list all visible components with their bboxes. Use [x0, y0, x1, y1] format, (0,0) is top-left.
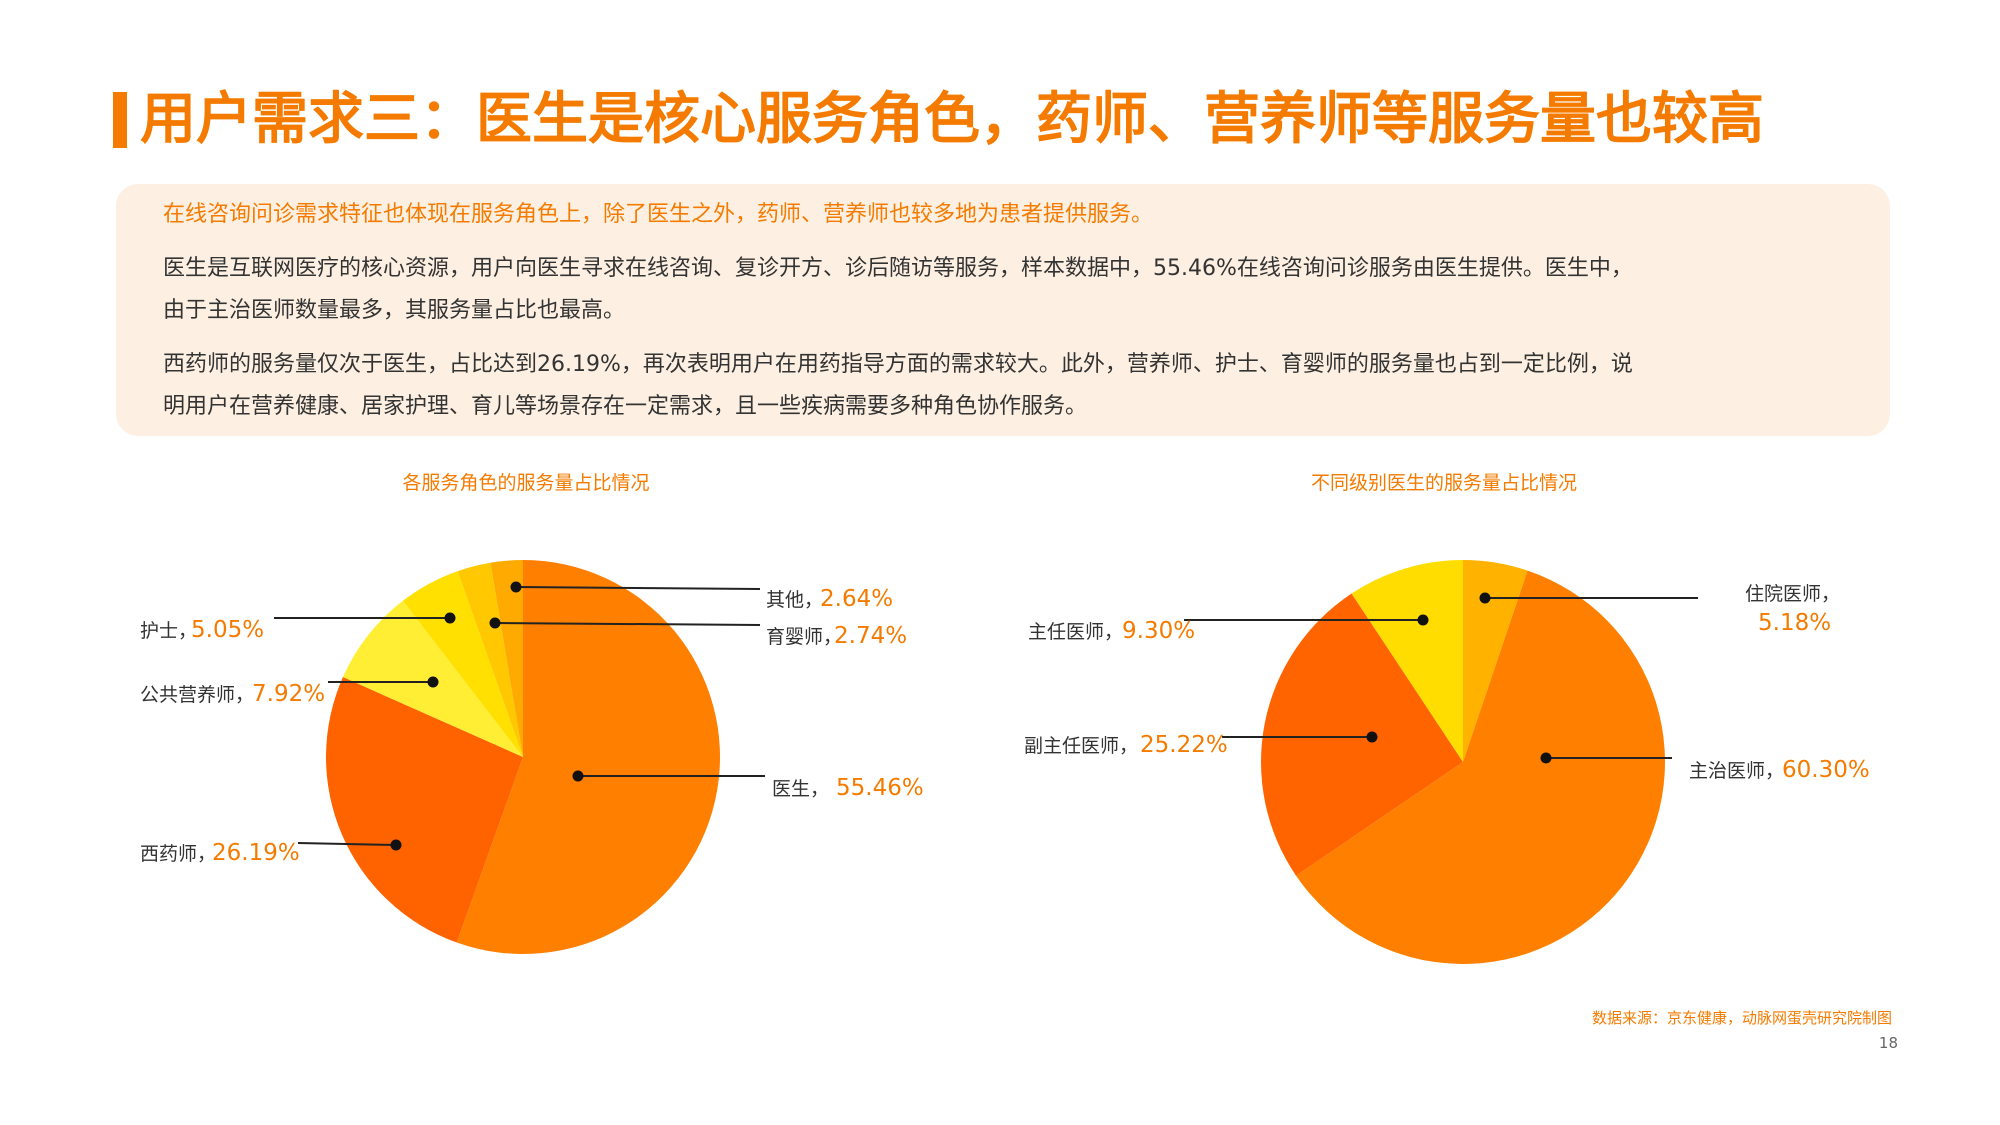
leader-dot: [1417, 614, 1429, 626]
slice-value-label: 25.22%: [1140, 732, 1228, 758]
pie-slice-医生: [456, 560, 720, 954]
pie-slice-主任医师: [1351, 560, 1463, 762]
pie-slice-住院医师: [1463, 560, 1528, 762]
leader-dot: [390, 839, 402, 851]
summary-line: 西药师的服务量仅次于医生，占比达到26.19%，再次表明用户在用药指导方面的需求…: [163, 352, 1633, 377]
page-number: 18: [1878, 1034, 1898, 1052]
slice-label: 住院医师，: [1745, 583, 1840, 605]
summary-line: 明用户在营养健康、居家护理、育儿等场景存在一定需求，且一些疾病需要多种角色协作服…: [163, 394, 1088, 419]
slice-label: 主任医师，: [1028, 621, 1123, 643]
slice-value-label: 5.18%: [1758, 610, 1831, 636]
summary-line: 医生是互联网医疗的核心资源，用户向医生寻求在线咨询、复诊开方、诊后随访等服务，样…: [163, 256, 1633, 281]
slice-value-label: 7.92%: [252, 681, 325, 707]
leader-line: [494, 622, 761, 626]
slice-label: 副主任医师，: [1024, 735, 1138, 757]
summary-paragraph-pharmacists: 西药师的服务量仅次于医生，占比达到26.19%，再次表明用户在用药指导方面的需求…: [163, 344, 1633, 428]
leader-dot: [1366, 731, 1378, 743]
pie-slice-西药师: [326, 677, 523, 943]
leader-dot: [444, 612, 456, 624]
leader-line: [515, 586, 761, 590]
leader-dot: [427, 676, 439, 688]
leader-dot: [572, 770, 584, 782]
summary-line: 由于主治医师数量最多，其服务量占比也最高。: [163, 298, 626, 323]
data-source-note: 数据来源：京东健康，动脉网蛋壳研究院制图: [1591, 1009, 1892, 1027]
title-accent-bar: [113, 92, 127, 148]
slice-label: 育婴师，: [766, 626, 842, 648]
leader-line: [297, 842, 397, 846]
slice-value-label: 9.30%: [1122, 618, 1195, 644]
slice-value-label: 5.05%: [191, 617, 264, 643]
slice-label: 护士，: [140, 620, 197, 642]
slice-label: 公共营养师，: [140, 684, 254, 706]
slice-label: 医生，: [772, 778, 829, 800]
slice-label: 西药师，: [140, 843, 216, 865]
leader-dot: [1479, 592, 1491, 604]
pie-slice-其他: [490, 560, 523, 757]
summary-box: 在线咨询问诊需求特征也体现在服务角色上，除了医生之外，药师、营养师也较多地为患者…: [116, 184, 1890, 436]
pie-chart-doctor-levels: 住院医师， 5.18% 主治医师，60.30% 副主任医师， 25.22% 主任医师，9.…: [1024, 560, 1870, 964]
slice-label: 其他，: [766, 589, 823, 611]
slice-value-label: 26.19%: [212, 840, 300, 866]
leader-dot: [510, 581, 522, 593]
slice-value-label: 2.64%: [820, 586, 893, 612]
chart-title-roles: 各服务角色的服务量占比情况: [402, 472, 650, 494]
pie-chart-roles: 医生， 55.46% 西药师，26.19% 公共营养师，7.92% 护士，5.05% 育婴…: [140, 560, 924, 954]
leader-dot: [489, 617, 501, 629]
page-title: 用户需求三：医生是核心服务角色，药师、营养师等服务量也较高: [140, 87, 1764, 152]
slice-value-label: 60.30%: [1782, 757, 1870, 783]
summary-lead: 在线咨询问诊需求特征也体现在服务角色上，除了医生之外，药师、营养师也较多地为患者…: [163, 202, 1154, 227]
leader-dot: [1540, 752, 1552, 764]
pie-slice-副主任医师: [1261, 593, 1463, 876]
slice-value-label: 2.74%: [834, 623, 907, 649]
pie-slice-育婴师: [457, 562, 523, 757]
chart-title-doctor-levels: 不同级别医生的服务量占比情况: [1310, 472, 1578, 494]
slice-value-label: 55.46%: [836, 775, 924, 801]
pie-slice-主治医师: [1296, 570, 1665, 964]
slice-label: 主治医师，: [1689, 760, 1784, 782]
summary-paragraph-doctors: 医生是互联网医疗的核心资源，用户向医生寻求在线咨询、复诊开方、诊后随访等服务，样…: [163, 248, 1633, 332]
